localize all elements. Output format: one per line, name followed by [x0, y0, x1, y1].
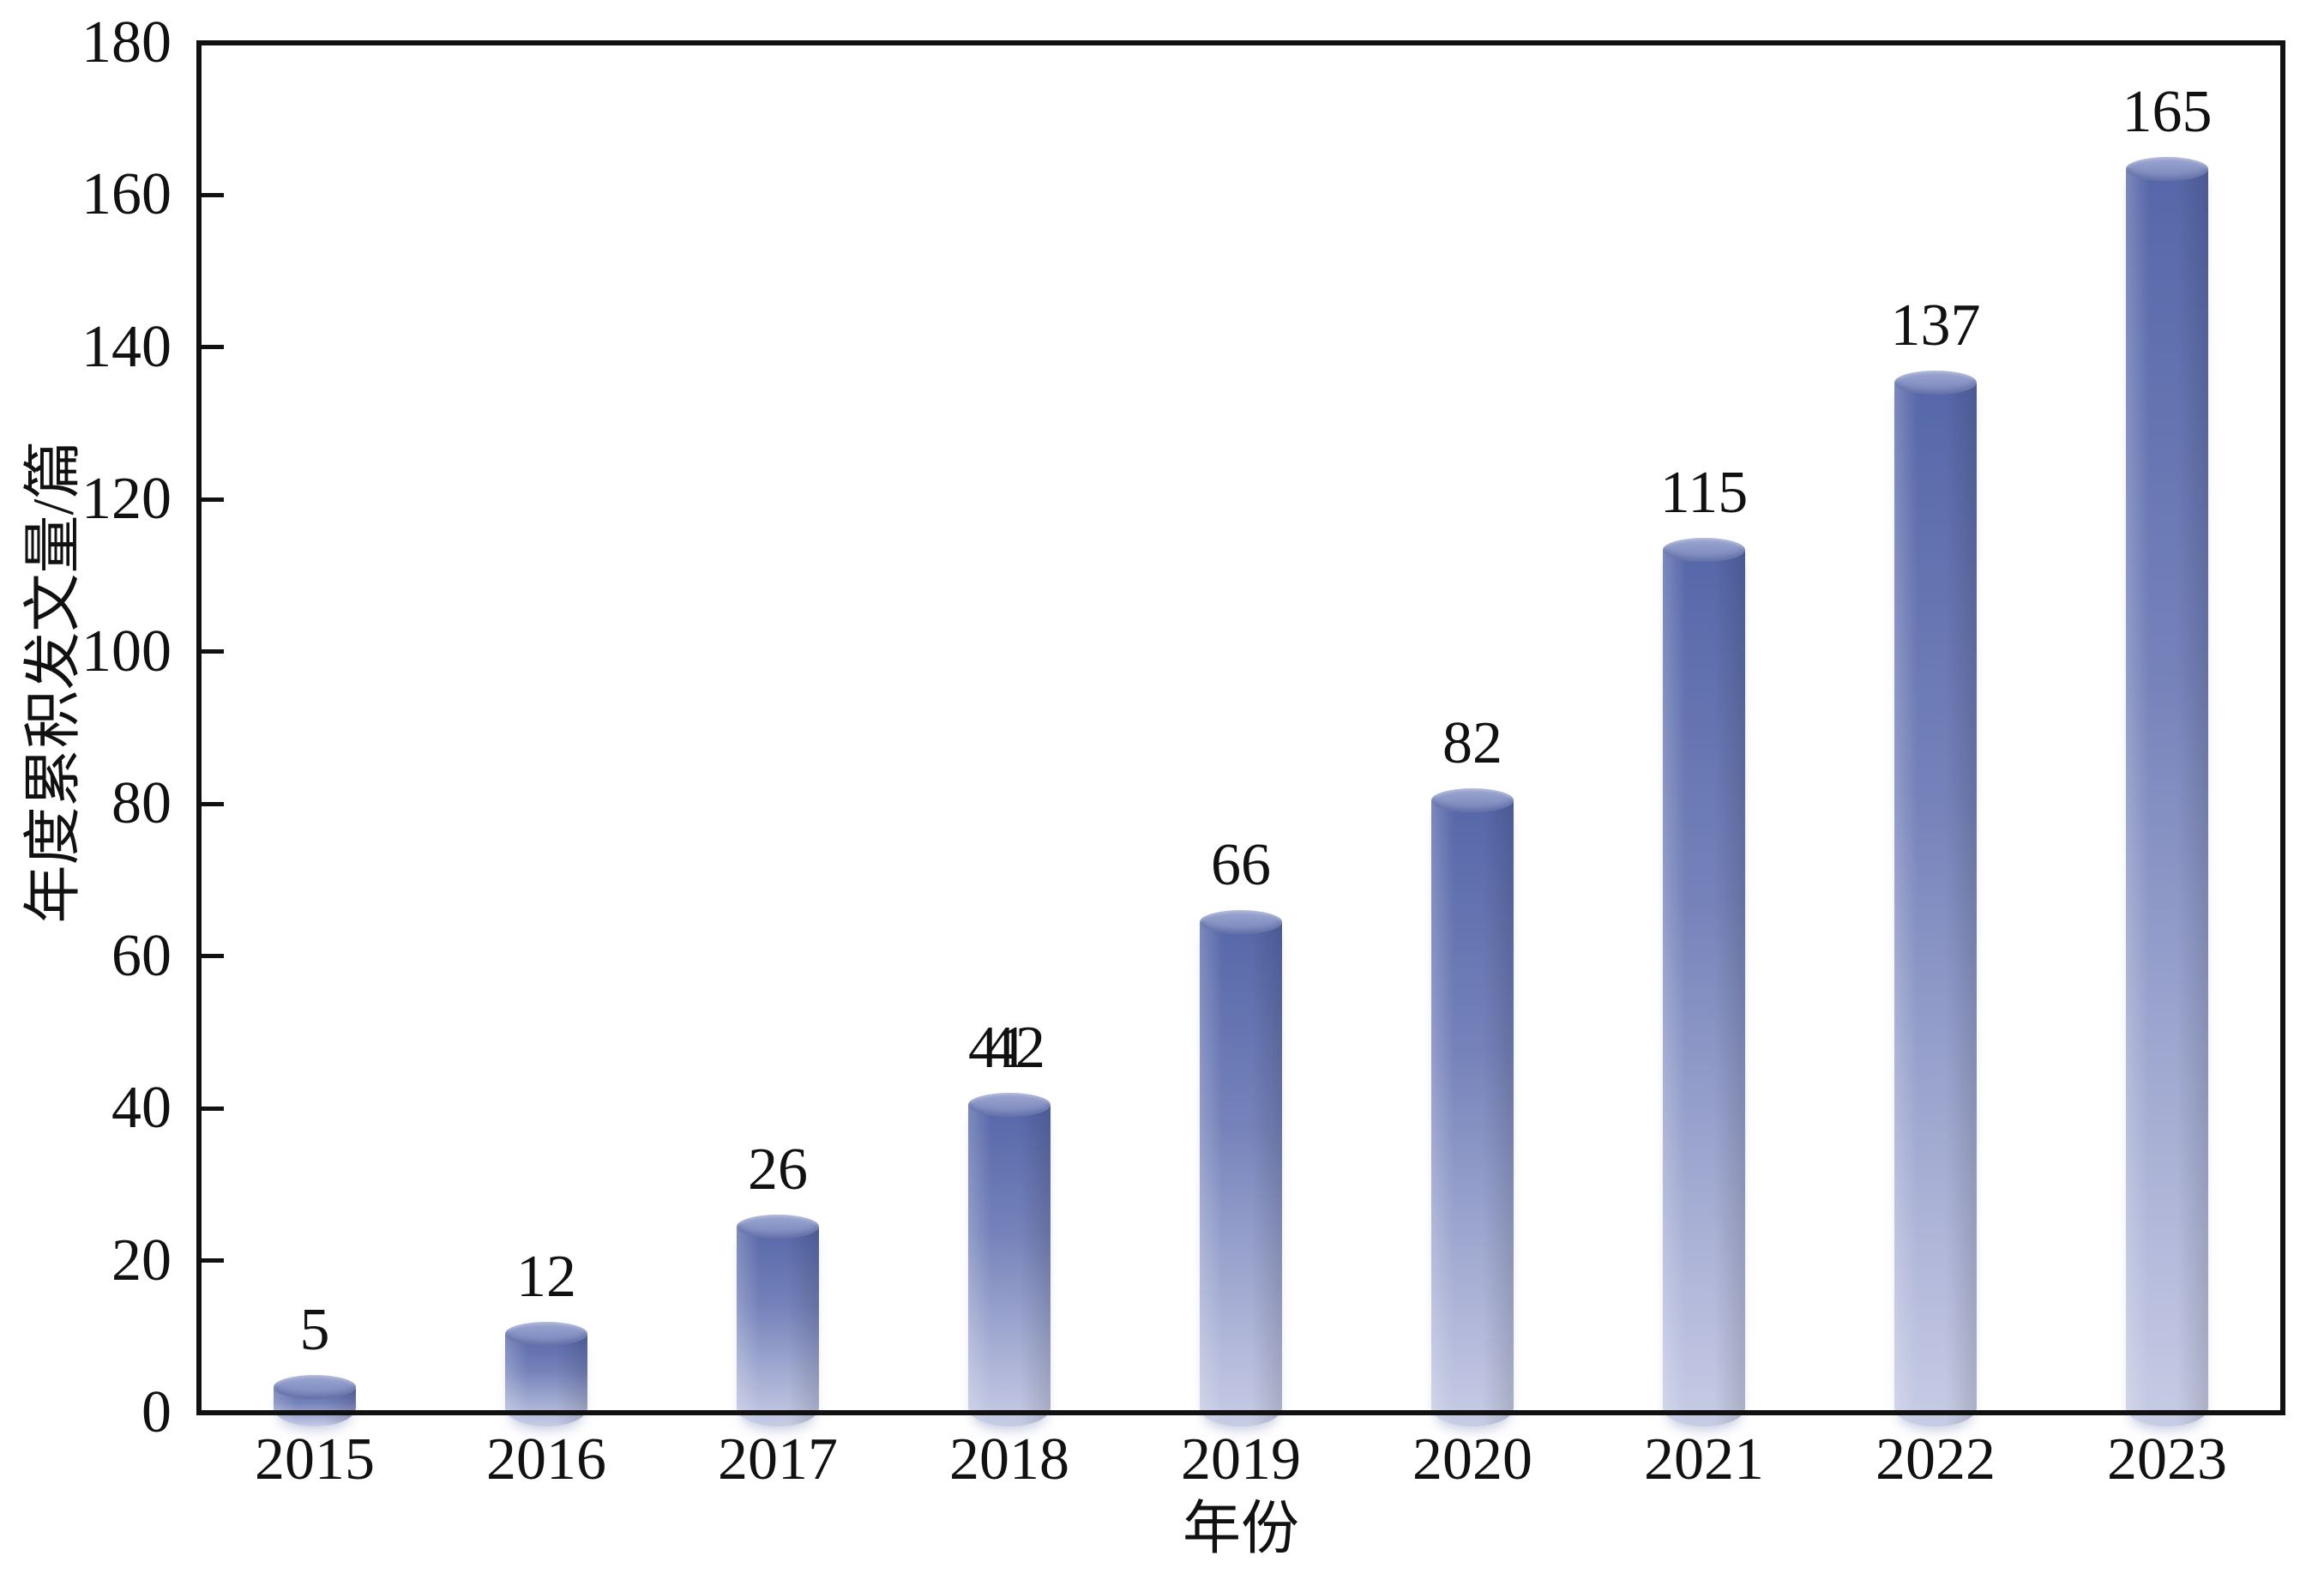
bar-value-text: 137	[1890, 292, 1981, 359]
x-category-label: 2017	[718, 1426, 838, 1493]
bar-cylinder-body	[1894, 382, 1977, 1426]
bar-value-label: 12	[418, 1243, 675, 1312]
bar-cylinder-top-ellipse	[505, 1321, 587, 1346]
bar-cylinder-body	[2126, 169, 2208, 1426]
y-tick-label: 40	[111, 1075, 172, 1142]
bar-cylinder-top-ellipse	[274, 1374, 356, 1399]
bar-value-label: 165	[2038, 78, 2296, 147]
x-category-label: 2021	[1644, 1426, 1764, 1493]
y-tick-mark	[202, 1258, 224, 1263]
bar-cylinder-body	[505, 1333, 587, 1426]
x-category-label: 2023	[2107, 1426, 2227, 1493]
y-tick-label: 80	[111, 770, 172, 837]
y-tick-label: 20	[111, 1227, 172, 1294]
x-category-label: 2022	[1875, 1426, 1996, 1493]
y-tick-mark	[202, 497, 224, 502]
y-tick-label: 100	[81, 618, 172, 684]
bar-cylinder-body	[1663, 549, 1745, 1426]
y-tick-mark	[202, 1106, 224, 1111]
y-tick-label: 140	[81, 313, 172, 380]
y-tick-mark	[202, 954, 224, 959]
bar-cylinder-top-ellipse	[1200, 910, 1282, 935]
y-tick-mark	[202, 801, 224, 806]
bar-cylinder-body	[737, 1227, 819, 1426]
y-tick-label: 160	[81, 161, 172, 228]
bar-cylinder-top-ellipse	[1431, 788, 1514, 813]
bar-value-label: 41 42	[881, 1014, 1138, 1083]
bar-value-text: 12	[516, 1243, 576, 1310]
bar-value-text: 26	[748, 1137, 808, 1203]
y-tick-mark	[202, 40, 224, 45]
x-category-label: 2015	[255, 1426, 375, 1493]
bar-value-ghost-text: 41	[968, 1015, 1028, 1082]
y-tick-mark	[202, 192, 224, 197]
y-tick-mark	[202, 1410, 224, 1415]
bar-cylinder-top-ellipse	[1663, 537, 1745, 562]
y-tick-label: 120	[81, 466, 172, 533]
bar-value-text: 66	[1211, 832, 1271, 899]
y-axis-title: 年度累积发文量/篇	[21, 440, 86, 924]
bar-cylinder-top-ellipse	[1894, 370, 1977, 395]
bar-value-label: 82	[1344, 709, 1601, 778]
bar-cylinder-top-ellipse	[737, 1215, 819, 1239]
bar-cylinder-body	[1200, 922, 1282, 1426]
bar-cylinder-top-ellipse	[968, 1093, 1051, 1118]
x-axis-title: 年份	[1182, 1496, 1299, 1561]
bar-cylinder-body	[968, 1105, 1051, 1426]
x-category-label: 2016	[486, 1426, 606, 1493]
bar-value-text: 82	[1442, 710, 1502, 777]
bar-value-label: 66	[1112, 831, 1370, 900]
bar-value-text: 5	[299, 1296, 330, 1363]
bar-value-label: 115	[1575, 459, 1833, 528]
y-tick-mark	[202, 649, 224, 654]
bar-value-label: 5	[186, 1296, 443, 1365]
bar-cylinder-body	[1431, 800, 1514, 1426]
bar-cylinder-top-ellipse	[2126, 157, 2208, 182]
bar-value-text: 42	[985, 1015, 1045, 1082]
y-tick-label: 0	[141, 1379, 172, 1445]
bar-value-label: 26	[649, 1136, 906, 1204]
bar-value-text: 115	[1659, 459, 1749, 526]
x-category-label: 2020	[1412, 1426, 1532, 1493]
bar-value-label: 137	[1807, 292, 2064, 360]
y-tick-label: 180	[81, 9, 172, 75]
x-category-label: 2019	[1181, 1426, 1301, 1493]
x-category-label: 2018	[949, 1426, 1069, 1493]
bar-value-text: 165	[2122, 79, 2213, 146]
y-tick-label: 60	[111, 922, 172, 989]
y-tick-mark	[202, 345, 224, 350]
